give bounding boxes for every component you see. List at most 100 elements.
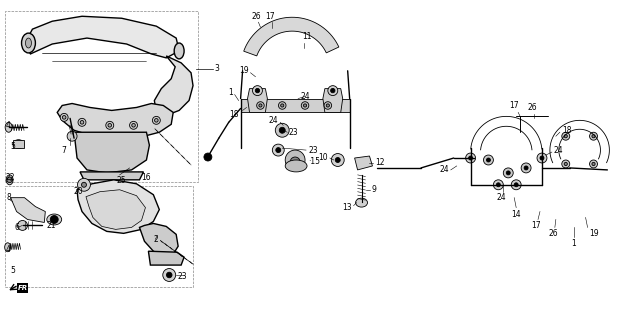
Text: 2: 2 [153,235,158,244]
Circle shape [514,183,518,187]
Ellipse shape [5,243,11,252]
Circle shape [285,150,305,170]
Circle shape [281,104,284,107]
Text: 17: 17 [510,101,519,110]
Text: 23: 23 [308,146,317,155]
Circle shape [166,272,172,278]
Ellipse shape [174,43,184,59]
Circle shape [590,160,598,168]
Circle shape [512,180,521,190]
Circle shape [301,102,309,109]
Text: 12: 12 [376,158,385,167]
Circle shape [78,118,86,126]
Circle shape [67,131,77,141]
Circle shape [331,154,344,166]
Circle shape [540,156,544,160]
Circle shape [130,121,138,129]
Circle shape [562,132,570,140]
Text: 1: 1 [571,239,576,248]
Text: 13: 13 [342,203,352,212]
Text: ·15: ·15 [308,157,320,166]
Text: FR: FR [17,285,27,291]
Polygon shape [247,89,267,112]
Circle shape [255,88,260,93]
Circle shape [279,127,285,133]
Circle shape [132,124,135,127]
Circle shape [7,177,12,183]
Text: 4: 4 [6,245,11,254]
Ellipse shape [285,160,307,172]
Polygon shape [154,56,193,116]
Text: 22: 22 [6,173,15,182]
Circle shape [108,124,112,127]
Circle shape [330,88,335,93]
Text: 4: 4 [6,121,11,130]
Polygon shape [74,132,149,173]
Text: 3: 3 [215,64,219,73]
Circle shape [78,178,91,191]
Text: 10: 10 [318,153,328,162]
Text: 24: 24 [268,116,278,125]
Circle shape [50,215,58,223]
Polygon shape [77,180,159,233]
Ellipse shape [46,214,61,225]
Circle shape [564,162,567,165]
Text: 18: 18 [562,126,571,135]
Circle shape [204,153,212,161]
Circle shape [466,153,476,163]
Text: 8: 8 [7,193,11,202]
Text: 16: 16 [141,173,151,182]
Circle shape [259,104,262,107]
Circle shape [81,182,86,187]
Polygon shape [241,99,350,112]
Circle shape [60,113,68,121]
Polygon shape [11,198,45,222]
Text: 14: 14 [512,210,521,219]
Text: 5: 5 [10,266,15,275]
Circle shape [562,160,570,168]
Text: 5: 5 [11,142,16,151]
Polygon shape [57,103,173,138]
Text: 1: 1 [228,88,232,97]
Circle shape [507,171,510,175]
Bar [5,186,193,287]
Text: 24: 24 [300,92,310,101]
Circle shape [521,163,531,173]
Circle shape [487,158,490,162]
Text: 26: 26 [527,103,537,112]
Bar [12,140,24,148]
Text: 26: 26 [548,229,557,238]
Circle shape [328,86,338,96]
Circle shape [324,102,332,109]
Circle shape [163,268,175,281]
Text: 19: 19 [239,66,249,75]
Polygon shape [86,190,146,229]
Circle shape [272,144,284,156]
Circle shape [524,166,528,170]
Text: 6: 6 [15,223,19,232]
Circle shape [276,148,281,153]
Polygon shape [323,89,343,112]
Text: 18: 18 [229,110,239,119]
Text: 23: 23 [177,272,187,282]
Text: 20: 20 [73,187,83,196]
Text: 17: 17 [265,12,275,21]
Text: 21: 21 [46,221,56,230]
Text: 19: 19 [590,229,599,238]
Text: 7: 7 [62,146,66,155]
Text: 24: 24 [439,165,449,174]
Circle shape [154,119,158,122]
Circle shape [303,104,307,107]
Circle shape [537,153,547,163]
Polygon shape [355,156,373,170]
Circle shape [503,168,513,178]
Circle shape [63,116,66,119]
Circle shape [80,121,84,124]
Circle shape [278,102,286,109]
Text: 11: 11 [302,32,312,41]
Circle shape [592,162,595,165]
Bar [17,283,29,293]
Circle shape [290,157,300,167]
Ellipse shape [5,122,12,132]
Circle shape [153,116,161,124]
